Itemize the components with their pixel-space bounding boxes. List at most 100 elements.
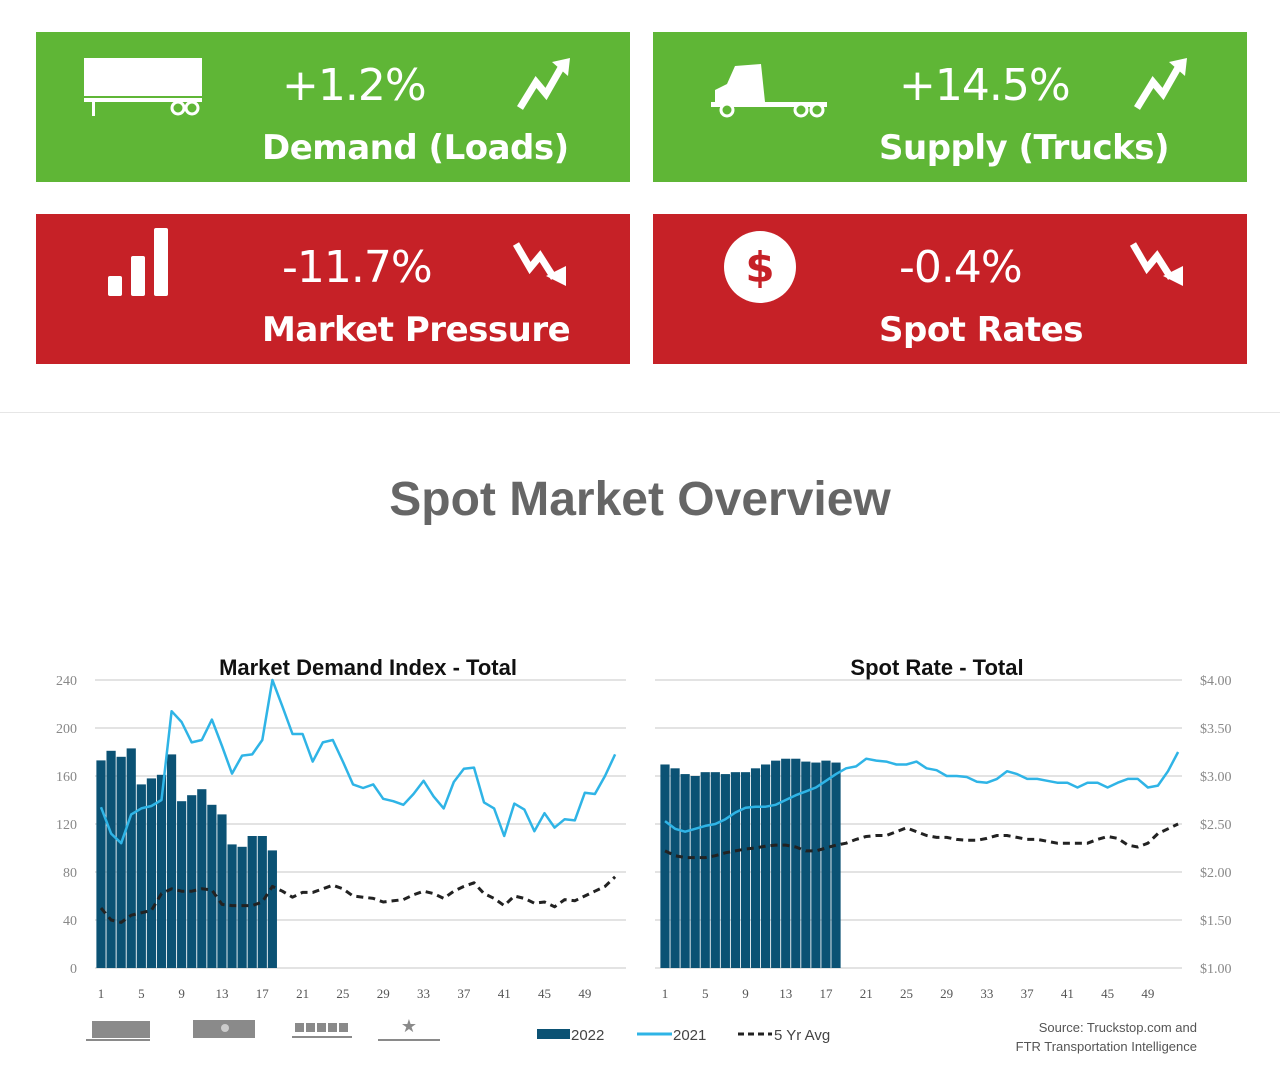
bar-2022 bbox=[116, 756, 126, 968]
dollar-icon: $ bbox=[724, 231, 796, 303]
x-tick-label: 45 bbox=[538, 986, 551, 1001]
svg-text:$: $ bbox=[745, 243, 774, 292]
legend-swatch-2022 bbox=[537, 1029, 570, 1039]
x-tick-label: 1 bbox=[98, 986, 105, 1001]
bar-2022 bbox=[730, 772, 741, 968]
x-tick-label: 17 bbox=[256, 986, 270, 1001]
bar-2022 bbox=[166, 754, 177, 968]
x-tick-label: 45 bbox=[1101, 986, 1114, 1001]
legend-label-5yr-avg: 5 Yr Avg bbox=[774, 1027, 830, 1044]
bar-2022 bbox=[781, 758, 791, 968]
x-tick-label: 25 bbox=[336, 986, 349, 1001]
x-tick-label: 33 bbox=[417, 986, 430, 1001]
bar-2022 bbox=[187, 795, 197, 968]
trend-up-icon bbox=[517, 58, 570, 110]
y-tick-label: 40 bbox=[63, 914, 77, 929]
flatbed-icon-load bbox=[306, 1023, 315, 1032]
bar-2022 bbox=[771, 760, 781, 968]
x-tick-label: 9 bbox=[742, 986, 749, 1001]
reefer-icon-fan bbox=[221, 1024, 229, 1032]
bar-2022 bbox=[821, 760, 831, 968]
market-pressure-label: Market Pressure bbox=[262, 310, 571, 350]
x-tick-label: 29 bbox=[377, 986, 390, 1001]
charts-area: 0 40 80 120 160 200 240 1 5 9 13 17 21 25 29 33 37 41 45 49… bbox=[56, 655, 1232, 1044]
source-line-1: Source: Truckstop.com and bbox=[1038, 1020, 1197, 1035]
line-5yr-avg bbox=[99, 875, 617, 924]
flatbed-icon-load bbox=[328, 1023, 337, 1032]
trailer-icon bbox=[84, 58, 202, 116]
x-tick-label: 49 bbox=[578, 986, 591, 1001]
x-tick-label: 13 bbox=[779, 986, 792, 1001]
line-2021 bbox=[99, 678, 617, 845]
trend-down-icon bbox=[512, 242, 566, 286]
source-line-2: FTR Transportation Intelligence bbox=[1015, 1039, 1197, 1054]
y-tick-label: $3.50 bbox=[1200, 722, 1232, 737]
x-tick-label: 25 bbox=[900, 986, 913, 1001]
x-tick-label: 5 bbox=[138, 986, 145, 1001]
x-tick-label: 17 bbox=[819, 986, 833, 1001]
demand-card: +1.2% Demand (Loads) bbox=[36, 32, 630, 182]
x-tick-label: 49 bbox=[1141, 986, 1154, 1001]
truck-icon bbox=[711, 64, 827, 118]
chart-title: Spot Rate - Total bbox=[850, 655, 1023, 680]
market-pressure-card: -11.7% Market Pressure bbox=[36, 214, 630, 364]
supply-card: +14.5% Supply (Trucks) bbox=[653, 32, 1247, 182]
x-tick-label: 41 bbox=[1061, 986, 1074, 1001]
bar-2022 bbox=[710, 772, 720, 968]
x-tick-label: 37 bbox=[1021, 986, 1035, 1001]
bar-2022 bbox=[136, 784, 146, 968]
bar-2022 bbox=[177, 801, 187, 968]
section-divider bbox=[0, 412, 1280, 413]
bar-2022 bbox=[156, 774, 167, 968]
y-tick-label: 200 bbox=[56, 722, 77, 737]
bar-2022 bbox=[690, 776, 700, 968]
bar-2022 bbox=[811, 762, 821, 968]
y-tick-label: 160 bbox=[56, 770, 77, 785]
bar-2022 bbox=[801, 761, 811, 968]
bar-2022 bbox=[217, 814, 227, 968]
flatbed-icon-load bbox=[317, 1023, 326, 1032]
bar-2022 bbox=[670, 768, 680, 968]
spot-rates-value: -0.4% bbox=[899, 242, 1023, 293]
y-tick-label: $1.50 bbox=[1200, 914, 1232, 929]
demand-label: Demand (Loads) bbox=[262, 128, 569, 168]
bar-2022 bbox=[267, 850, 277, 968]
x-tick-label: 1 bbox=[662, 986, 669, 1001]
trend-up-icon bbox=[1134, 58, 1187, 110]
source-note: Source: Truckstop.com and FTR Transporta… bbox=[1016, 1018, 1197, 1056]
bar-2022 bbox=[791, 758, 801, 968]
x-tick-label: 21 bbox=[860, 986, 873, 1001]
bar-2022 bbox=[761, 764, 771, 968]
flatbed-icon-load bbox=[339, 1023, 348, 1032]
trend-down-icon bbox=[1129, 242, 1183, 286]
demand-value: +1.2% bbox=[282, 60, 427, 111]
y-tick-label: $2.50 bbox=[1200, 818, 1232, 833]
spot-rates-label: Spot Rates bbox=[879, 310, 1083, 350]
bar-2022 bbox=[700, 772, 710, 968]
bar-2022 bbox=[247, 836, 257, 968]
specialized-icon: ★ bbox=[401, 1016, 417, 1037]
y-tick-label: $3.00 bbox=[1200, 770, 1232, 785]
legend-label-2022: 2022 bbox=[571, 1027, 604, 1044]
y-tick-label: $4.00 bbox=[1200, 674, 1232, 689]
bar-chart-icon bbox=[108, 228, 168, 296]
bar-2022 bbox=[660, 764, 670, 968]
bar-2022 bbox=[96, 760, 106, 968]
legend-label-2021: 2021 bbox=[673, 1027, 706, 1044]
x-tick-label: 41 bbox=[498, 986, 511, 1001]
supply-label: Supply (Trucks) bbox=[879, 128, 1170, 168]
bar-2022 bbox=[146, 778, 156, 968]
chart-title: Market Demand Index - Total bbox=[219, 655, 517, 680]
y-tick-label: $2.00 bbox=[1200, 866, 1232, 881]
bar-2022 bbox=[126, 748, 136, 968]
bar-2022 bbox=[680, 774, 690, 968]
y-tick-label: 240 bbox=[56, 674, 77, 689]
line-5yr-avg bbox=[664, 822, 1179, 860]
bar-2022 bbox=[197, 789, 207, 968]
y-tick-label: 120 bbox=[56, 818, 77, 833]
y-tick-label: 0 bbox=[70, 962, 77, 977]
bar-2022 bbox=[237, 846, 247, 968]
bar-2022 bbox=[106, 750, 116, 968]
x-tick-label: 9 bbox=[178, 986, 185, 1001]
flatbed-icon-load bbox=[295, 1023, 304, 1032]
